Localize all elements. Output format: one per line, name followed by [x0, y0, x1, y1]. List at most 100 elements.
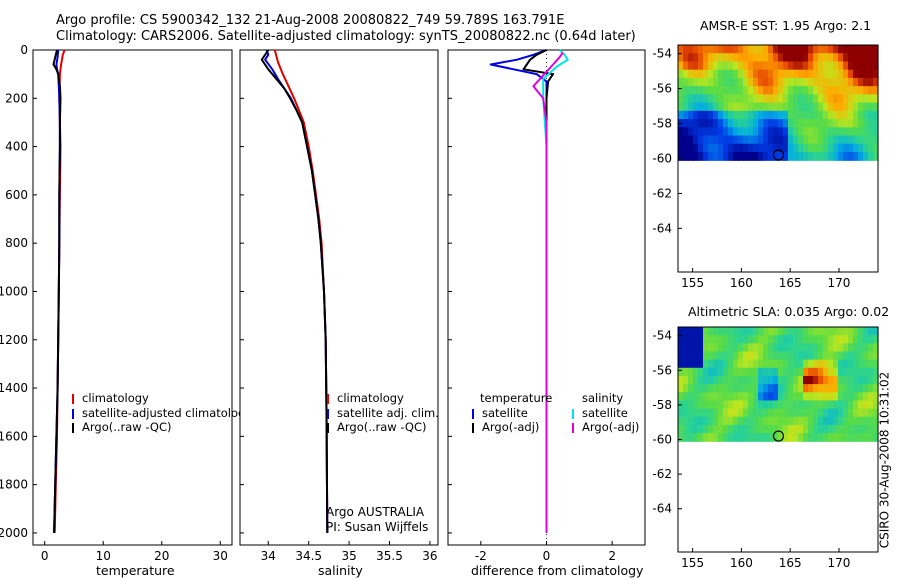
- y-tick-label: 1200: [0, 333, 28, 347]
- map-cell: [693, 77, 699, 87]
- map-cell: [798, 53, 804, 63]
- map-cell: [793, 384, 799, 393]
- map-cell: [803, 359, 809, 369]
- map-cell: [693, 351, 699, 361]
- y-tick-label: -56: [652, 82, 672, 96]
- map-cell: [758, 392, 764, 402]
- map-cell: [693, 119, 699, 128]
- map-cell: [733, 45, 739, 54]
- map-cell: [828, 359, 834, 369]
- map-cell: [868, 424, 874, 434]
- map-cell: [868, 152, 874, 161]
- map-cell: [813, 408, 819, 418]
- map-cell: [803, 86, 809, 95]
- map-cell: [698, 424, 704, 434]
- map-cell: [748, 433, 754, 442]
- map-cell: [863, 384, 869, 393]
- map-cell: [828, 367, 834, 377]
- map-cell: [743, 408, 749, 418]
- map-cell: [818, 392, 824, 402]
- legend-swatch: [572, 408, 574, 419]
- map-cell: [848, 69, 854, 79]
- map-cell: [783, 119, 789, 128]
- map-cell: [718, 86, 724, 95]
- map-cell: [748, 375, 754, 385]
- map-cell: [758, 77, 764, 87]
- map-cell: [738, 77, 744, 87]
- map-cell: [803, 367, 809, 377]
- map-cell: [728, 86, 734, 95]
- map-cell: [683, 86, 689, 95]
- x-tick-label: 34: [261, 549, 276, 563]
- map-cell: [788, 433, 794, 442]
- map-cell: [683, 416, 689, 426]
- map-cell: [703, 86, 709, 95]
- map-cell: [853, 359, 859, 369]
- map-cell: [853, 343, 859, 353]
- map-cell: [763, 61, 769, 71]
- map-cell: [868, 102, 874, 112]
- map-cell: [738, 351, 744, 361]
- map-cell: [778, 143, 784, 153]
- map-cell: [693, 327, 699, 336]
- map-cell: [808, 102, 814, 112]
- map-cell: [753, 86, 759, 95]
- map-cell: [803, 392, 809, 402]
- map-cell: [698, 77, 704, 87]
- map-cell: [858, 400, 864, 410]
- map-cell: [813, 69, 819, 79]
- map-cell: [728, 110, 734, 120]
- map-cell: [698, 375, 704, 385]
- map-cell: [838, 343, 844, 353]
- map-cell: [678, 127, 684, 137]
- series-line-temperature-argo-adj-: [522, 49, 555, 533]
- map-cell: [718, 102, 724, 112]
- map-cell: [703, 143, 709, 153]
- map-cell: [753, 359, 759, 369]
- map-cell: [718, 53, 724, 63]
- map-cell: [778, 343, 784, 353]
- map-cell: [738, 143, 744, 153]
- map-cell: [728, 392, 734, 402]
- map-cell: [823, 400, 829, 410]
- map-cell: [838, 152, 844, 161]
- map-cell: [773, 400, 779, 410]
- map-cell: [763, 392, 769, 402]
- map-cell: [698, 433, 704, 442]
- map-cell: [703, 152, 709, 161]
- map-cell: [843, 53, 849, 63]
- difference-legend-salinity: salinity satellite Argo(-adj): [570, 391, 639, 435]
- map-cell: [693, 127, 699, 137]
- map-cell: [688, 335, 694, 344]
- x-tick-label: -2: [475, 549, 487, 563]
- map-cell: [873, 86, 879, 95]
- map-cell: [713, 94, 719, 104]
- map-cell: [703, 335, 709, 344]
- map-cell: [813, 343, 819, 353]
- map-cell: [753, 384, 759, 393]
- map-cell: [773, 152, 779, 161]
- map-cell: [703, 61, 709, 71]
- map-cell: [813, 359, 819, 369]
- map-cell: [723, 119, 729, 128]
- legend-label: Argo(..raw -QC): [337, 420, 427, 434]
- map-cell: [733, 69, 739, 79]
- map-cell: [813, 392, 819, 402]
- map-cell: [798, 143, 804, 153]
- map-cell: [863, 110, 869, 120]
- map-cell: [858, 127, 864, 137]
- map-cell: [693, 335, 699, 344]
- map-cell: [808, 119, 814, 128]
- map-cell: [788, 102, 794, 112]
- map-cell: [858, 392, 864, 402]
- map-cell: [863, 343, 869, 353]
- map-cell: [713, 408, 719, 418]
- map-cell: [818, 408, 824, 418]
- map-cell: [808, 384, 814, 393]
- legend-swatch: [472, 423, 474, 433]
- map-cell: [773, 327, 779, 336]
- map-cell: [738, 384, 744, 393]
- map-cell: [783, 86, 789, 95]
- map-cell: [793, 86, 799, 95]
- map-cell: [768, 53, 774, 63]
